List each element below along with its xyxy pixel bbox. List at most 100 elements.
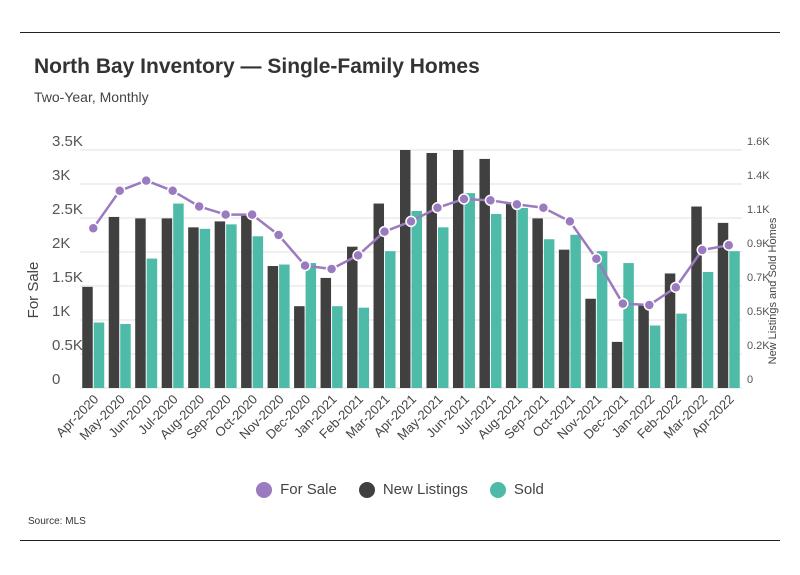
bar-sold [226, 224, 237, 388]
for-sale-point [696, 244, 709, 256]
bar-sold [702, 271, 714, 388]
left-tick-label: 3.5K [52, 133, 83, 150]
for-sale-point [617, 297, 629, 310]
bar-sold [279, 264, 290, 388]
bar-sold [623, 263, 634, 388]
bar-sold [358, 307, 370, 388]
for-sale-point [670, 281, 682, 294]
bar-new-listings [505, 203, 517, 388]
bar-new-listings [638, 304, 649, 388]
bar-sold [93, 322, 105, 388]
legend-item-new-listings: New Listings [358, 481, 468, 498]
for-sale-point [87, 222, 99, 234]
bar-new-listings [717, 222, 729, 388]
for-sale-point [140, 174, 152, 187]
for-sale-point [325, 263, 338, 275]
bar-sold [517, 208, 528, 388]
for-sale-swatch [256, 481, 273, 498]
right-tick-label: 0.9K [747, 238, 770, 250]
right-tick-label: 1.1K [747, 204, 770, 216]
for-sale-point [590, 253, 603, 265]
bar-sold [464, 193, 475, 388]
left-tick-label: 2K [52, 235, 70, 252]
bar-new-listings [188, 227, 199, 388]
bar-new-listings [108, 216, 120, 388]
legend-item-sold: Sold [489, 481, 544, 498]
top-rule [20, 32, 780, 33]
chart-title: North Bay Inventory — Single-Family Home… [34, 55, 480, 78]
for-sale-point [564, 215, 576, 228]
for-sale-point [219, 208, 232, 221]
bar-sold [173, 203, 184, 388]
left-tick-label: 0.5K [52, 337, 83, 354]
bar-new-listings [135, 218, 146, 388]
bar-sold [305, 263, 317, 388]
for-sale-point [431, 202, 444, 214]
right-tick-label: 1.4K [747, 170, 770, 182]
for-sale-point [484, 194, 497, 207]
source-note: Source: MLS [28, 516, 86, 527]
legend-item-for-sale: For Sale [256, 481, 337, 498]
bar-new-listings [532, 218, 543, 388]
line-layer [87, 174, 735, 311]
sold-swatch [489, 481, 506, 498]
bar-sold [199, 228, 211, 388]
for-sale-point [299, 259, 311, 272]
for-sale-point [193, 200, 205, 213]
bar-new-listings [400, 150, 411, 388]
bar-sold [676, 313, 687, 388]
for-sale-point [352, 249, 364, 262]
bar-new-listings [82, 286, 93, 388]
bar-sold [729, 251, 740, 388]
chart-subtitle: Two-Year, Monthly [34, 89, 149, 105]
left-tick-label: 3K [52, 167, 70, 184]
for-sale-point [537, 202, 550, 214]
bar-new-listings [161, 218, 173, 388]
bottom-rule [20, 540, 780, 541]
bar-new-listings [479, 158, 490, 388]
bar-new-listings [320, 277, 332, 388]
bar-new-listings [373, 203, 385, 388]
left-axis-title: For Sale [25, 262, 42, 319]
right-axis-title: New Listings and Sold Homes [767, 217, 779, 364]
right-tick-label: 0.5K [747, 306, 770, 318]
right-tick-label: 0.7K [747, 272, 770, 284]
for-sale-point [272, 229, 285, 241]
bar-new-listings [611, 341, 623, 388]
bar-sold [543, 239, 555, 388]
bar-new-listings [664, 273, 676, 388]
bar-new-listings [214, 221, 226, 388]
right-tick-label: 0.2K [747, 340, 770, 352]
left-tick-label: 1K [52, 303, 70, 320]
new-listings-swatch [358, 481, 375, 498]
legend-label-for-sale: For Sale [280, 481, 337, 498]
bar-new-listings [267, 266, 279, 388]
for-sale-point [246, 208, 258, 221]
legend: For Sale New Listings Sold [0, 481, 800, 498]
right-axis-ticks: 0 0.2K 0.5K 0.7K 0.9K 1.1K 1.4K 1.6K [747, 136, 770, 386]
bars-layer [82, 150, 740, 388]
left-tick-label: 0 [52, 371, 60, 388]
bar-new-listings [585, 298, 596, 388]
bar-sold [570, 234, 581, 388]
bar-sold [411, 210, 422, 388]
bar-sold [596, 251, 608, 388]
bar-sold [146, 258, 158, 388]
right-tick-label: 0 [747, 374, 753, 386]
bar-sold [437, 227, 449, 388]
left-tick-label: 1.5K [52, 269, 83, 286]
for-sale-point [113, 185, 126, 197]
for-sale-point [643, 299, 656, 311]
for-sale-point [458, 193, 470, 205]
x-axis-ticks: Apr-2020May-2020Jun-2020Jul-2020Aug-2020… [53, 392, 737, 443]
bar-new-listings [347, 246, 358, 388]
legend-label-new-listings: New Listings [382, 481, 468, 498]
for-sale-point [511, 198, 523, 211]
bar-sold [332, 306, 343, 388]
bar-new-listings [294, 306, 305, 388]
left-axis-ticks: 0 0.5K 1K 1.5K 2K 2.5K 3K 3.5K [52, 133, 83, 388]
bar-sold [120, 324, 131, 388]
bar-sold [649, 325, 661, 388]
bar-new-listings [426, 152, 437, 388]
